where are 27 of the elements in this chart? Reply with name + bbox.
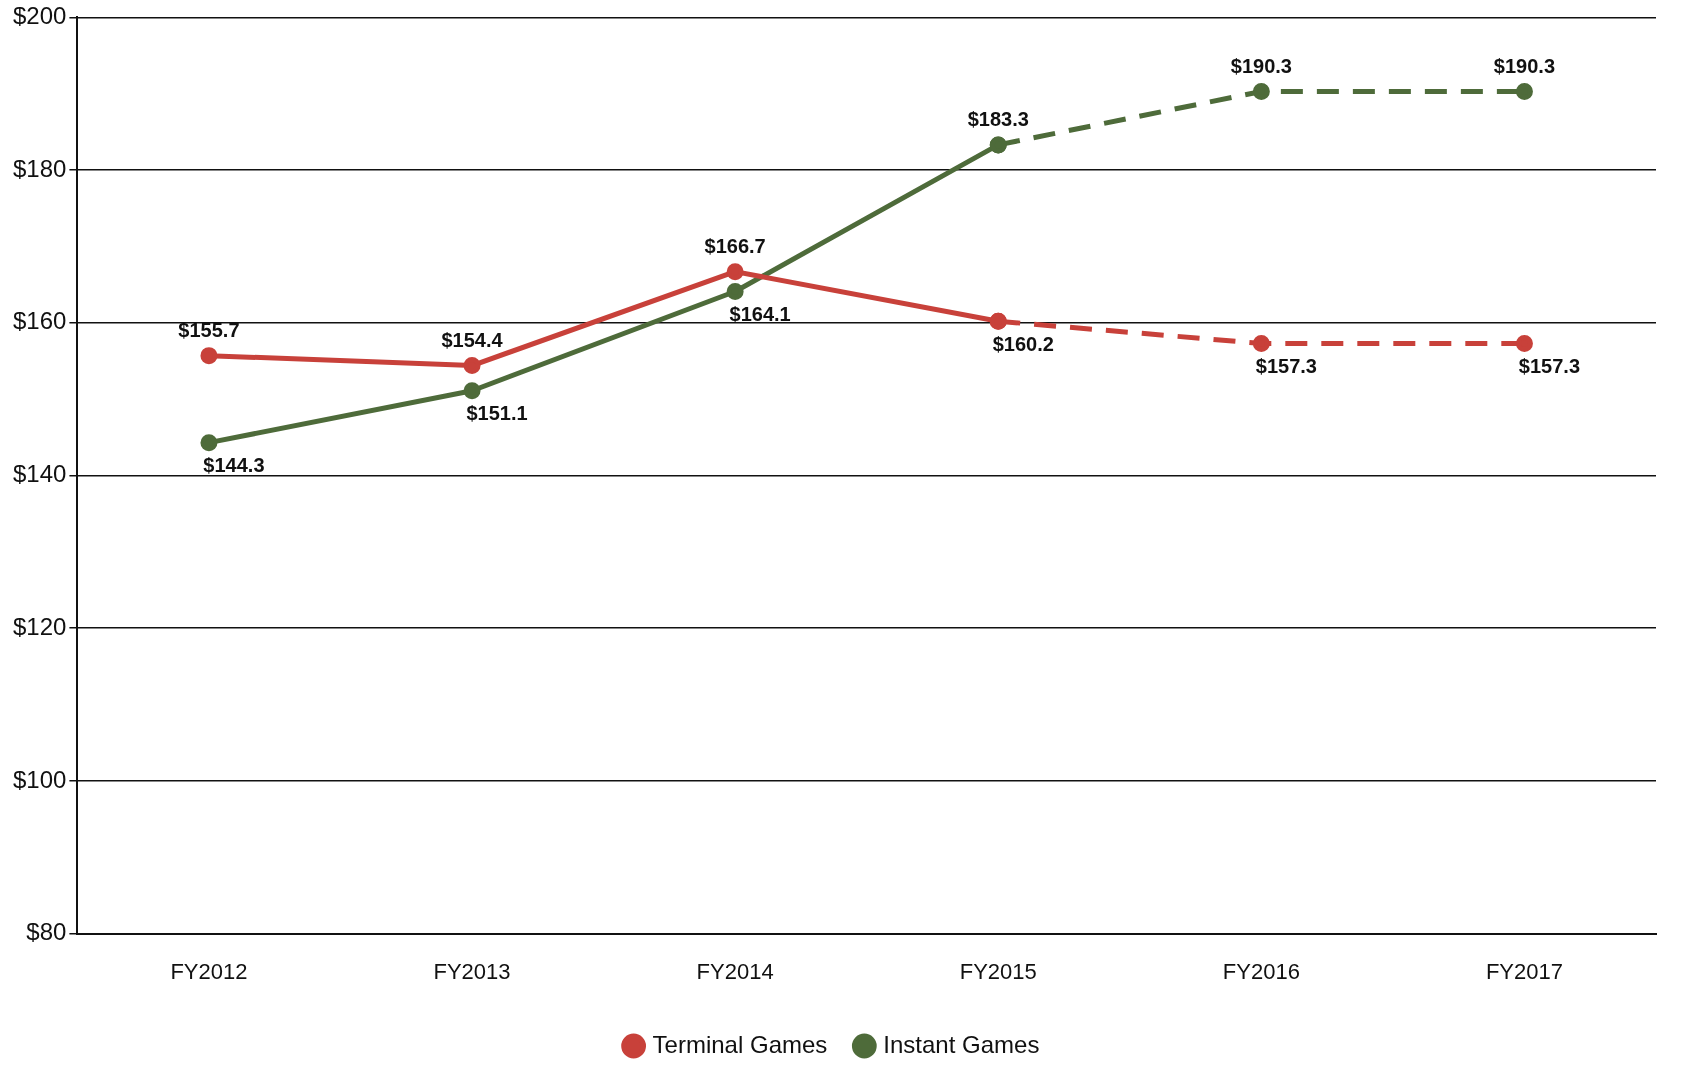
data-label: $157.3 [1255, 354, 1317, 377]
y-tick-label: $200 [13, 2, 67, 30]
data-label: $160.2 [992, 332, 1054, 355]
data-label: $154.4 [441, 329, 504, 352]
x-tick-label: FY2015 [959, 958, 1037, 984]
y-tick-label: $140 [13, 460, 67, 488]
data-label: $190.3 [1493, 54, 1556, 77]
data-label: $166.7 [704, 235, 766, 258]
legend-label: Terminal Games [652, 1030, 828, 1058]
x-tick-label: FY2016 [1222, 958, 1300, 984]
data-label: $157.3 [1518, 354, 1581, 377]
y-tick-label: $100 [13, 765, 67, 793]
data-label: $164.1 [729, 303, 791, 326]
data-label: $144.3 [203, 454, 265, 477]
x-tick-label: FY2013 [433, 958, 511, 984]
y-tick-label: $120 [13, 612, 67, 640]
data-label: $190.3 [1230, 54, 1292, 77]
x-tick-label: FY2014 [696, 958, 774, 984]
data-label: $183.3 [967, 108, 1029, 131]
y-tick-label: $180 [13, 154, 67, 182]
legend-label: Instant Games [883, 1030, 1040, 1058]
x-tick-label: FY2012 [170, 958, 248, 984]
data-label: $151.1 [466, 402, 528, 425]
data-label: $155.7 [178, 319, 240, 342]
y-tick-label: $160 [13, 307, 67, 335]
x-tick-label: FY2017 [1485, 958, 1563, 984]
y-tick-label: $80 [26, 918, 67, 946]
